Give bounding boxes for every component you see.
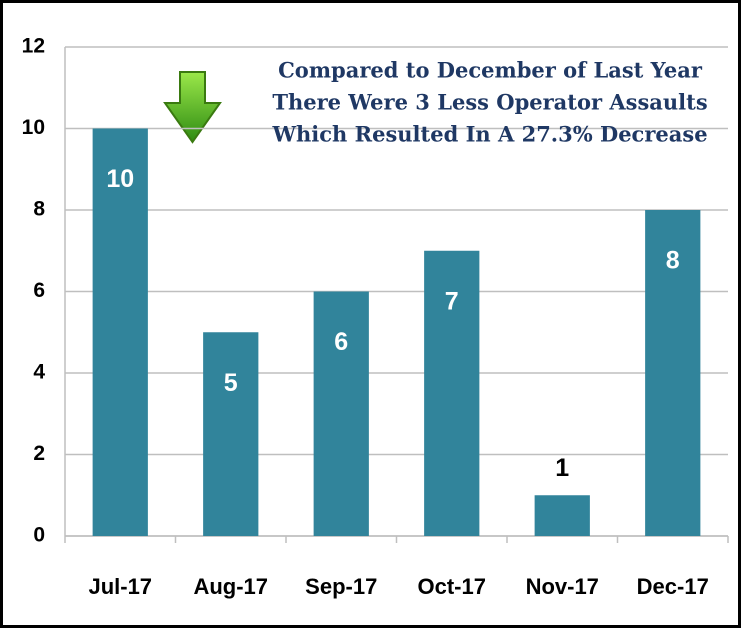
data-label: 7 [445,287,459,315]
down-arrow [163,71,222,144]
y-tick-label: 4 [33,361,45,384]
data-label: 8 [666,247,680,275]
y-tick-label: 8 [33,198,45,221]
bar [92,128,148,536]
y-tick-label: 6 [33,279,45,302]
y-tick-label: 12 [22,35,45,58]
y-tick-label: 2 [33,442,45,465]
data-label: 6 [334,328,348,356]
data-label: 10 [106,165,134,193]
data-label: 5 [224,369,238,397]
data-label: 1 [555,454,569,482]
annotation: Compared to December of Last Year [278,58,703,83]
x-tick-label: Oct-17 [418,574,486,599]
x-tick-label: Jul-17 [88,574,152,599]
y-tick-label: 0 [33,524,45,547]
x-tick-label: Aug-17 [193,574,268,599]
bar [424,250,480,536]
annotation: There Were 3 Less Operator Assaults [272,90,707,115]
x-tick-label: Sep-17 [305,574,377,599]
bar [203,332,259,536]
bar [645,210,701,536]
bar [313,291,369,536]
x-tick-label: Dec-17 [637,574,709,599]
annotation: Which Resulted In A 27.3% Decrease [271,122,707,147]
y-tick-label: 10 [22,116,45,139]
bar [534,495,590,536]
x-tick-label: Nov-17 [526,574,599,599]
